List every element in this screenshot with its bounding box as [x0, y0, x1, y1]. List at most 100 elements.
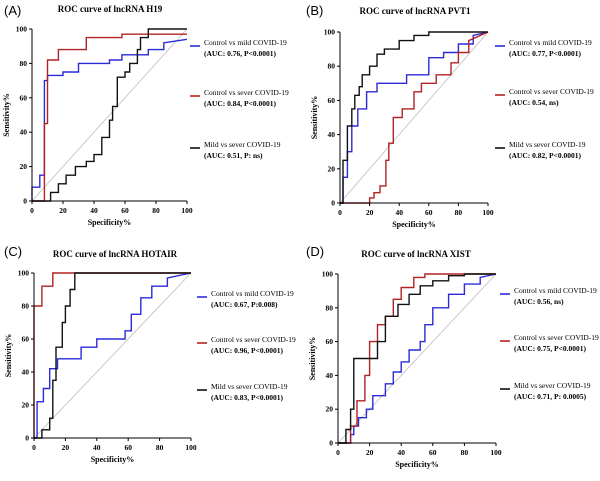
- y-tick-label: 40: [20, 128, 28, 137]
- x-tick-label: 20: [59, 206, 67, 215]
- roc-line-blue: [34, 272, 192, 439]
- reference-diagonal: [31, 28, 188, 202]
- y-tick-label: 60: [328, 96, 336, 105]
- x-tick-label: 40: [395, 208, 403, 217]
- y-tick-label: 80: [20, 59, 28, 68]
- panel-letter: (D): [306, 244, 325, 259]
- y-tick-label: 0: [331, 199, 335, 208]
- panel-a: (A) ROC curve of lncRNA H19 0 20 40 60 80 100 0…: [0, 0, 300, 240]
- legend-stat: (AUC: 0.82, P<0.0001): [509, 151, 581, 160]
- roc-line-black: [338, 273, 496, 444]
- y-tick-label: 60: [326, 337, 334, 346]
- reference-diagonal: [339, 31, 489, 204]
- reference-diagonal: [33, 272, 192, 439]
- roc-line-red: [340, 31, 489, 204]
- legend-stat: (AUC: 0.67, P:0.008): [211, 300, 278, 309]
- y-tick-label: 0: [23, 197, 27, 206]
- panel-b: (B) ROC curve of lncRNA PVT1 0 20 40 60 80 100…: [300, 0, 600, 240]
- x-tick-label: 80: [156, 443, 164, 452]
- legend-label: Control vs mild COVID-19: [509, 38, 592, 47]
- chart-title: ROC curve of lncRNA XIST: [361, 249, 471, 259]
- x-tick-label: 100: [181, 206, 193, 215]
- legend-label: Control vs sever COVID-19: [211, 335, 296, 344]
- legend-stat: (AUC: 0.76, P<0.0001): [204, 49, 276, 58]
- y-tick-label: 100: [16, 25, 28, 34]
- roc-line-red: [32, 33, 187, 202]
- y-tick-label: 20: [326, 405, 334, 414]
- panel-c: (C) ROC curve of lncRNA HOTAIR 0 20 40 60 80 1…: [0, 240, 300, 481]
- reference-diagonal: [337, 273, 497, 444]
- y-tick-label: 40: [328, 130, 336, 139]
- panel-letter: (B): [306, 3, 324, 18]
- legend-label: Mild vs sever COVID-19: [509, 140, 586, 149]
- x-axis-label: Specificity%: [91, 455, 135, 464]
- x-tick-label: 80: [455, 208, 463, 217]
- x-tick-label: 0: [30, 206, 34, 215]
- legend-label: Mild vs sever COVID-19: [204, 140, 281, 149]
- legend-stat: (AUC: 0.54, ns): [509, 98, 559, 107]
- x-tick-label: 60: [429, 448, 437, 457]
- x-axis-label: Specificity%: [395, 460, 439, 469]
- chart-title: ROC curve of lncRNA HOTAIR: [53, 249, 178, 259]
- panel-d: (D) ROC curve of lncRNA XIST 0 20 40 60 80 100…: [300, 240, 600, 481]
- y-axis-label: Sensitivity%: [4, 334, 13, 378]
- y-tick-label: 80: [22, 302, 30, 311]
- x-axis-label: Specificity%: [88, 218, 132, 227]
- y-tick-label: 20: [22, 401, 30, 410]
- y-tick-label: 100: [18, 269, 30, 278]
- x-tick-label: 80: [461, 448, 469, 457]
- roc-line-red: [338, 273, 496, 444]
- y-tick-label: 80: [328, 62, 336, 71]
- y-tick-label: 80: [326, 303, 334, 312]
- roc-line-black: [340, 31, 488, 204]
- x-tick-label: 80: [152, 206, 160, 215]
- y-tick-label: 40: [22, 368, 30, 377]
- x-tick-label: 60: [124, 443, 132, 452]
- x-tick-label: 20: [366, 208, 374, 217]
- y-axis-label: Sensitivity%: [310, 96, 319, 140]
- y-tick-label: 20: [20, 162, 28, 171]
- legend-label: Mild vs sever COVID-19: [211, 382, 288, 391]
- x-tick-label: 0: [32, 443, 36, 452]
- roc-chart-pvt1: ROC curve of lncRNA PVT1 0 20 40 60 80 100 0 20 4…: [310, 6, 594, 229]
- y-axis-label: Sensitivity%: [2, 93, 11, 137]
- roc-chart-hotair: ROC curve of lncRNA HOTAIR 0 20 40 60 80 100 0 2…: [4, 249, 296, 464]
- legend-label: Control vs sever COVID-19: [204, 88, 289, 97]
- legend-stat: (AUC: 0.77, P<0.0001): [509, 49, 581, 58]
- chart-title: ROC curve of lncRNA H19: [58, 4, 163, 14]
- x-tick-label: 20: [366, 448, 374, 457]
- legend-label: Control vs sever COVID-19: [514, 333, 599, 342]
- x-tick-label: 100: [490, 448, 502, 457]
- y-tick-label: 40: [326, 371, 334, 380]
- legend-stat: (AUC: 0.83, P<0.0001): [211, 393, 283, 402]
- roc-line-blue: [31, 38, 188, 201]
- x-tick-label: 60: [121, 206, 129, 215]
- x-tick-label: 0: [338, 208, 342, 217]
- legend-label: Control vs mild COVID-19: [514, 286, 597, 295]
- x-tick-label: 20: [62, 443, 70, 452]
- chart-title: ROC curve of lncRNA PVT1: [360, 6, 471, 16]
- y-tick-label: 60: [20, 93, 28, 102]
- legend-stat: (AUC: 0.56, ns): [514, 297, 564, 306]
- panel-letter: (C): [4, 244, 23, 259]
- y-axis-label: Sensitivity%: [308, 337, 317, 381]
- x-tick-label: 60: [425, 208, 433, 217]
- legend-stat: (AUC: 0.96, P<0.0001): [211, 346, 283, 355]
- roc-line-black: [32, 28, 187, 202]
- roc-line-black: [34, 272, 191, 439]
- x-tick-label: 40: [90, 206, 98, 215]
- legend-stat: (AUC: 0.51, P: ns): [204, 151, 263, 160]
- legend-stat: (AUC: 0.71, P: 0.0005): [514, 392, 587, 401]
- x-axis-label: Specificity%: [392, 220, 436, 229]
- x-tick-label: 40: [397, 448, 405, 457]
- y-tick-label: 20: [328, 164, 336, 173]
- roc-chart-xist: ROC curve of lncRNA XIST 0 20 40 60 80 100 0 20 4…: [308, 249, 599, 469]
- legend-label: Control vs mild COVID-19: [204, 38, 287, 47]
- roc-line-blue: [338, 273, 497, 444]
- panel-letter: (A): [4, 3, 22, 18]
- y-tick-label: 0: [25, 434, 29, 443]
- y-tick-label: 0: [329, 439, 333, 448]
- roc-chart-h19: ROC curve of lncRNA H19 0 20 40 60 80 100 0 20 40…: [2, 4, 289, 227]
- y-tick-label: 60: [22, 335, 30, 344]
- x-tick-label: 0: [336, 448, 340, 457]
